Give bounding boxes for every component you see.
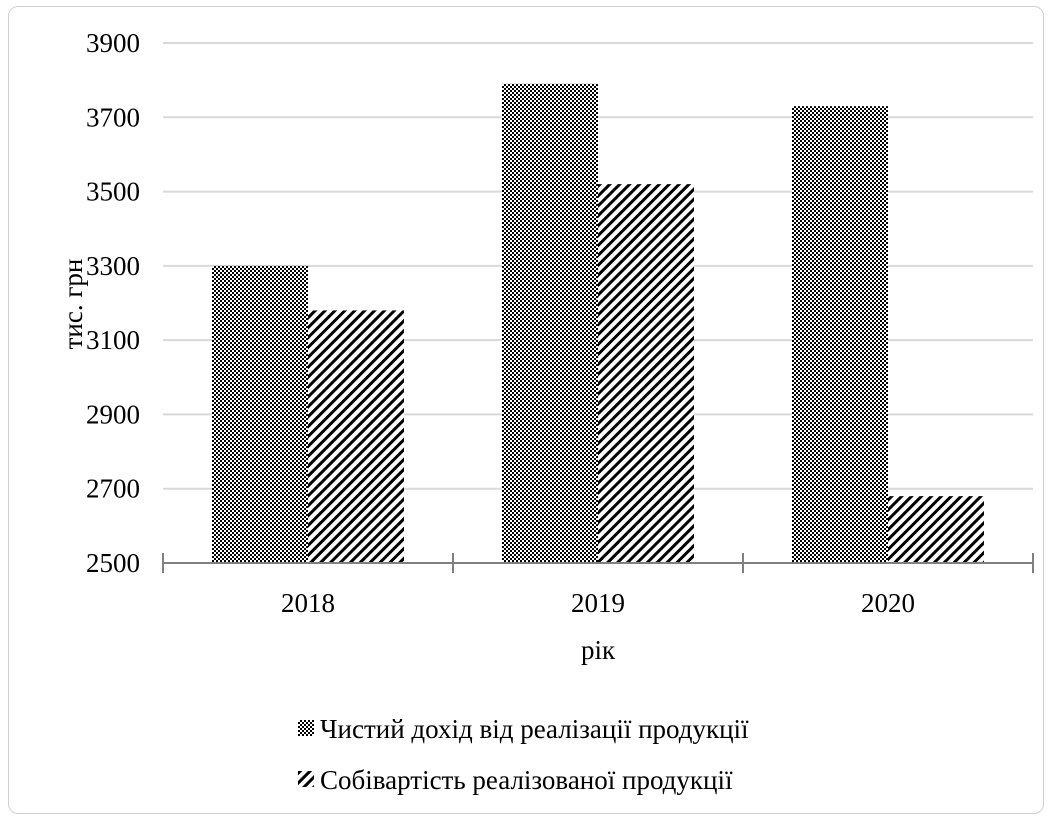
legend-label-series-1: Чистий дохід від реалізації продукції [320,714,749,744]
x-tick-label: 2018 [281,588,335,618]
bar-series-2-2020 [888,496,984,563]
y-tick-labels: 2500 2700 2900 3100 3300 3500 3700 3900 [86,28,140,578]
bar-series-2-2019 [598,184,694,563]
y-tick-label: 2700 [86,474,140,504]
legend-label-series-2: Собівартість реалізованої продукції [320,765,733,795]
y-tick-label: 2900 [86,399,140,429]
bar-series-1-2020 [792,106,888,564]
y-tick-label: 3900 [86,28,140,58]
x-axis-title: рік [581,635,616,665]
x-tick-label: 2019 [571,588,625,618]
y-tick-label: 3300 [86,251,140,281]
legend-swatch-series-1 [298,720,314,736]
y-tick-label: 2500 [86,548,140,578]
x-tick-label: 2020 [861,588,915,618]
bar-series-1-2019 [502,83,598,563]
bar-series-1-2018 [212,265,308,563]
legend: Чистий дохід від реалізації продукції Со… [298,714,749,795]
legend-swatch-series-2 [298,771,314,787]
y-tick-label: 3100 [86,325,140,355]
x-tick-labels: 2018 2019 2020 [281,588,915,618]
y-tick-label: 3500 [86,177,140,207]
bar-series-2-2018 [308,310,404,563]
bars [212,83,984,564]
x-axis [162,553,1034,573]
y-axis-title: тис. грн [58,259,88,350]
y-tick-label: 3700 [86,102,140,132]
